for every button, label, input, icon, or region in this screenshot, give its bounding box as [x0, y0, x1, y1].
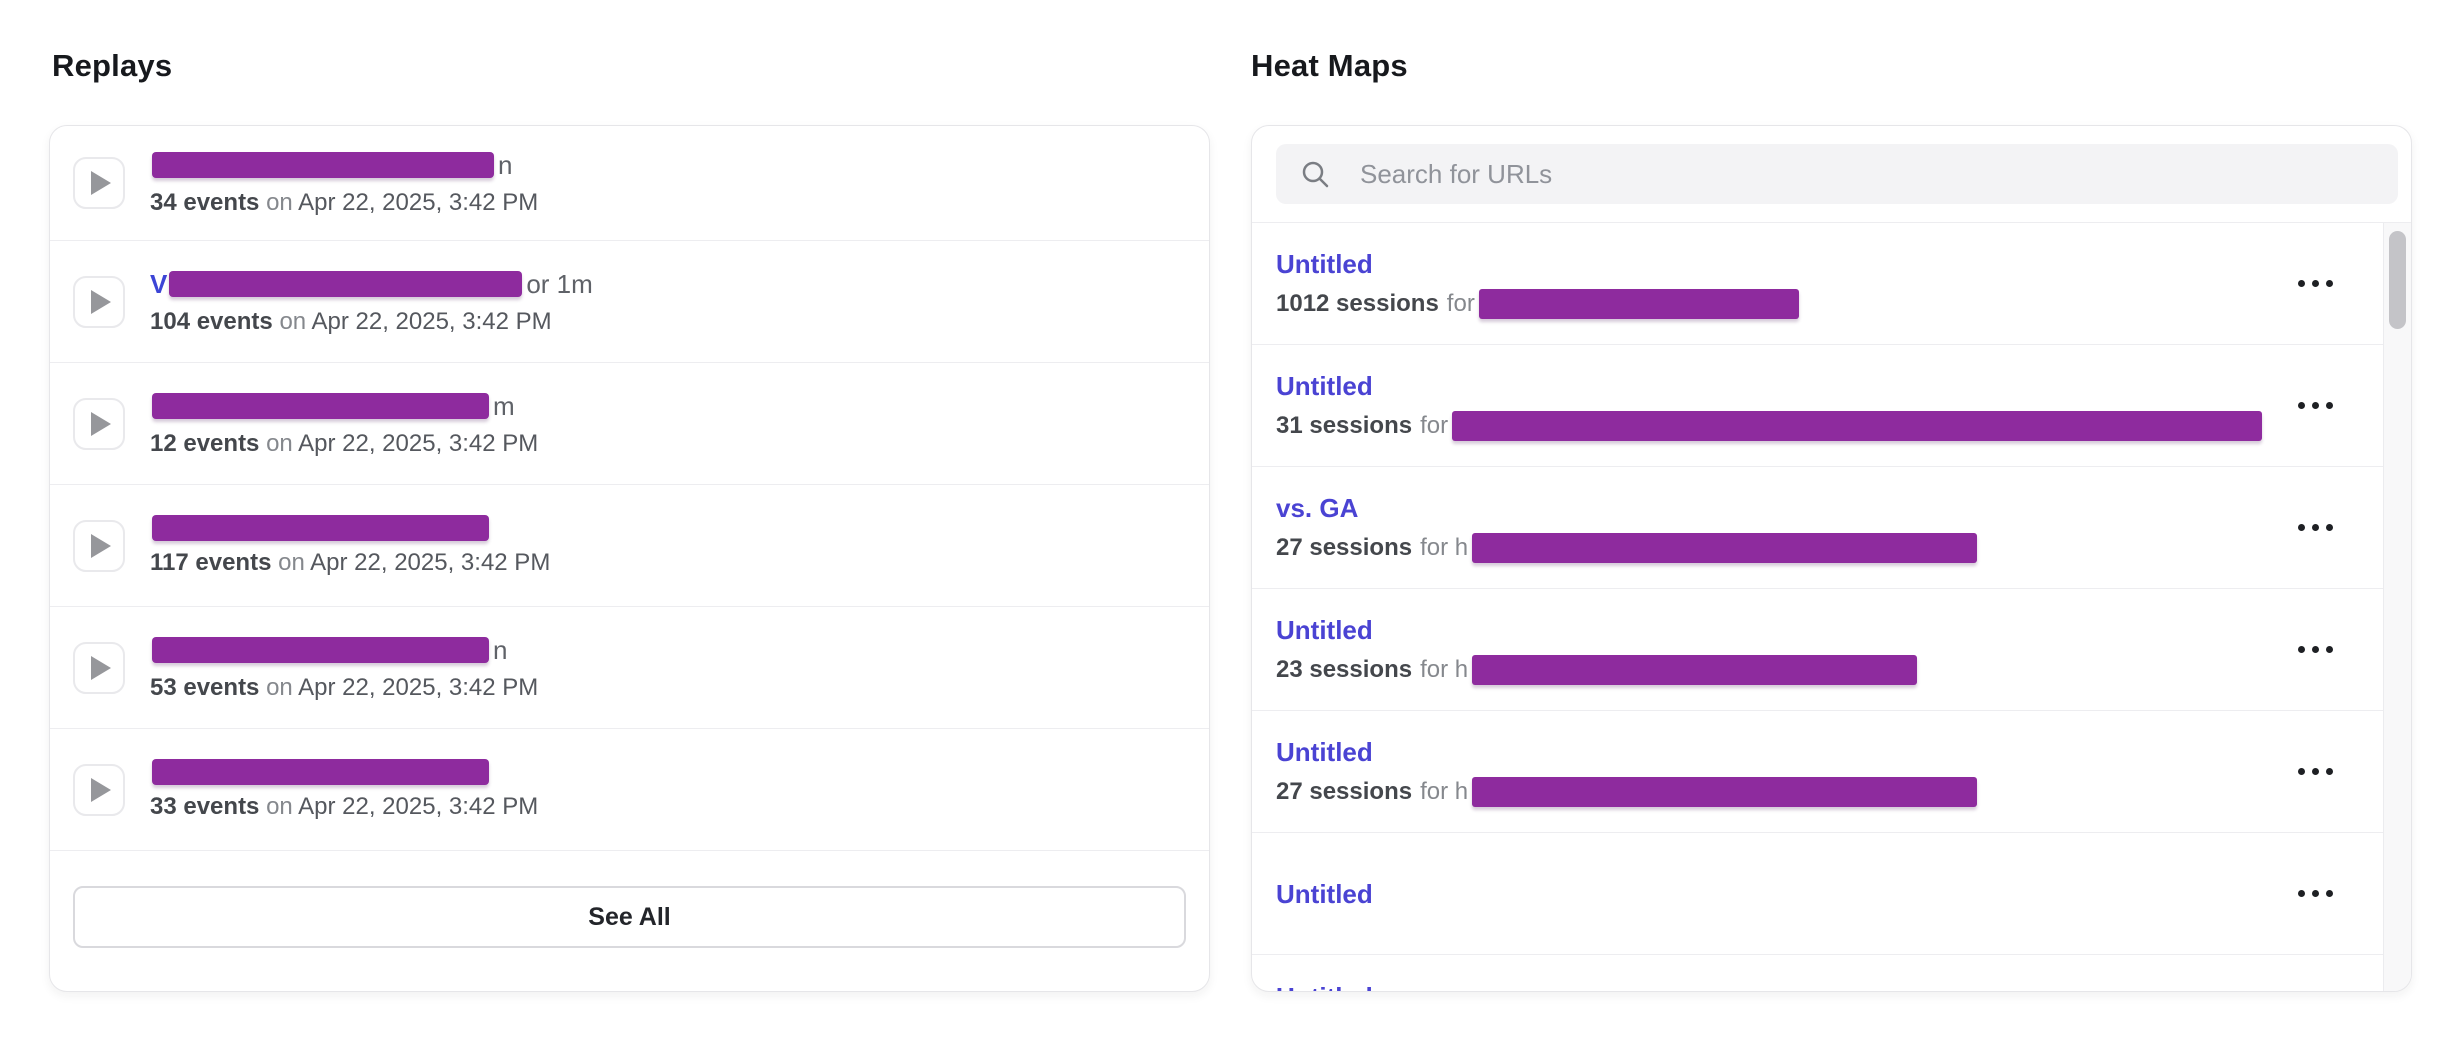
play-button[interactable] — [73, 763, 125, 816]
play-icon — [91, 777, 111, 802]
redaction-bar — [152, 152, 494, 178]
replays-card: n 34 events on Apr 22, 2025, 3:42 PM V o… — [49, 125, 1210, 992]
play-icon — [91, 655, 111, 680]
heatmap-title-link[interactable]: Untitled — [1276, 615, 1373, 645]
redaction-bar — [1452, 411, 2263, 441]
redaction-bar — [152, 514, 489, 541]
replay-meta: 33 events on Apr 22, 2025, 3:42 PM — [150, 792, 539, 820]
redaction-bar — [1472, 655, 1918, 685]
play-button[interactable] — [73, 157, 125, 209]
more-options-button[interactable] — [2294, 760, 2337, 783]
play-icon — [91, 289, 111, 314]
heatmap-row[interactable]: Untitled — [1252, 833, 2383, 955]
replay-row[interactable]: 117 events on Apr 22, 2025, 3:42 PM — [50, 485, 1209, 607]
heatmap-title-link[interactable]: Untitled — [1276, 249, 1373, 279]
replays-section-title: Replays — [52, 48, 173, 83]
heatmaps-section-title: Heat Maps — [1251, 48, 1408, 83]
heatmap-meta: 27 sessions for h — [1276, 777, 1978, 807]
replay-meta: 34 events on Apr 22, 2025, 3:42 PM — [150, 189, 539, 216]
replay-name-link[interactable]: m — [150, 390, 538, 422]
replay-name-link[interactable] — [150, 758, 538, 785]
replay-row[interactable]: 33 events on Apr 22, 2025, 3:42 PM — [50, 729, 1209, 851]
see-all-button[interactable]: See All — [73, 886, 1186, 948]
scrollbar-thumb[interactable] — [2389, 231, 2406, 329]
heatmap-title-link[interactable]: Untitled — [1276, 981, 1373, 991]
replay-name-link[interactable]: n — [150, 149, 538, 181]
redaction-bar — [1472, 777, 1978, 807]
replay-name-link[interactable]: n — [150, 634, 538, 666]
more-options-button[interactable] — [2294, 516, 2337, 539]
play-button[interactable] — [73, 397, 125, 450]
play-button[interactable] — [73, 519, 125, 572]
heatmap-meta: 1012 sessions for — [1276, 289, 1799, 319]
more-options-button[interactable] — [2294, 882, 2337, 905]
redaction-bar — [152, 392, 489, 419]
replay-name-link[interactable] — [150, 514, 550, 541]
heatmap-row-partial[interactable]: Untitled — [1252, 955, 2383, 991]
replay-meta: 12 events on Apr 22, 2025, 3:42 PM — [150, 429, 539, 457]
replay-row[interactable]: V or 1m 104 events on Apr 22, 2025, 3:42… — [50, 241, 1209, 363]
redaction-bar — [1478, 289, 1799, 319]
play-icon — [91, 411, 111, 436]
replay-row[interactable]: m 12 events on Apr 22, 2025, 3:42 PM — [50, 363, 1209, 485]
scrollbar-track[interactable] — [2383, 223, 2411, 991]
replay-meta: 53 events on Apr 22, 2025, 3:42 PM — [150, 673, 539, 701]
heatmap-title-link[interactable]: Untitled — [1276, 371, 1373, 401]
redaction-bar — [152, 636, 489, 663]
play-button[interactable] — [73, 275, 125, 328]
heatmap-title-link[interactable]: vs. GA — [1276, 493, 1359, 523]
more-options-button[interactable] — [2294, 272, 2337, 295]
replay-name-link[interactable]: V or 1m — [150, 268, 593, 299]
redaction-bar — [169, 270, 523, 297]
heatmap-row[interactable]: vs. GA 27 sessions for h — [1252, 467, 2383, 589]
replay-row[interactable]: n 53 events on Apr 22, 2025, 3:42 PM — [50, 607, 1209, 729]
replay-row[interactable]: n 34 events on Apr 22, 2025, 3:42 PM — [50, 126, 1209, 241]
heatmap-meta: 27 sessions for h — [1276, 533, 1978, 563]
redaction-bar — [1472, 533, 1978, 563]
search-input[interactable] — [1360, 144, 2380, 204]
heatmap-row[interactable]: Untitled 1012 sessions for — [1252, 223, 2383, 345]
heatmap-meta: 23 sessions for h — [1276, 655, 1918, 685]
heatmap-meta: 31 sessions for — [1276, 411, 2263, 441]
search-icon — [1302, 161, 1329, 188]
heatmaps-card: Untitled 1012 sessions for Untitled 31 — [1251, 125, 2412, 992]
replay-meta: 117 events on Apr 22, 2025, 3:42 PM — [150, 548, 551, 576]
play-icon — [91, 533, 111, 558]
more-options-button[interactable] — [2294, 394, 2337, 417]
more-options-button[interactable] — [2294, 638, 2337, 661]
heatmap-row[interactable]: Untitled 31 sessions for — [1252, 345, 2383, 467]
play-button[interactable] — [73, 641, 125, 694]
heatmap-title-link[interactable]: Untitled — [1276, 737, 1373, 767]
heatmap-title-link[interactable]: Untitled — [1276, 878, 1373, 909]
redaction-bar — [152, 758, 489, 785]
play-icon — [91, 171, 111, 195]
heatmap-row[interactable]: Untitled 27 sessions for h — [1252, 711, 2383, 833]
heatmaps-search-header — [1252, 126, 2411, 223]
replay-meta: 104 events on Apr 22, 2025, 3:42 PM — [150, 307, 552, 335]
heatmap-row[interactable]: Untitled 23 sessions for h — [1252, 589, 2383, 711]
